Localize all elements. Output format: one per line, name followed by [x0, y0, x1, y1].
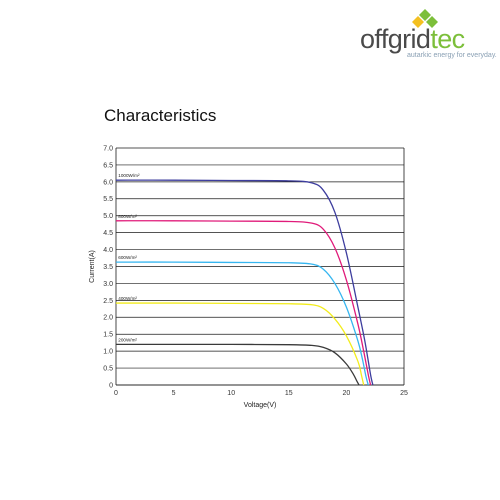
- y-axis-title: Current(A): [89, 250, 96, 283]
- series-line-1: [115, 220, 372, 386]
- y-tick-label: 2.5: [103, 298, 113, 305]
- series-label-2: 600W/m²: [118, 255, 137, 260]
- x-tick-label: 20: [343, 390, 351, 397]
- series-label-3: 400W/m²: [118, 296, 137, 301]
- series-label-1: 800W/m²: [118, 214, 137, 219]
- leaf-cluster-icon: [412, 9, 438, 28]
- brand-name-accent: tec: [430, 24, 465, 54]
- y-tick-label: 0.5: [103, 365, 113, 372]
- y-tick-label: 1.0: [103, 349, 113, 356]
- y-tick-label: 5.0: [103, 213, 113, 220]
- brand-tagline: autarkic energy for everyday.: [407, 52, 497, 59]
- y-tick-label: 4.0: [103, 247, 113, 254]
- y-tick-label: 5.5: [103, 196, 113, 203]
- series-line-0: [115, 179, 374, 386]
- x-tick-labels: 0 5 10 15 20 25: [114, 390, 408, 397]
- series-line-2: [115, 261, 369, 386]
- series-line-4: [116, 343, 360, 386]
- chart-axes: [115, 148, 405, 386]
- x-tick-label: 5: [172, 390, 176, 397]
- y-tick-label: 7.0: [103, 145, 113, 152]
- series-labels: 1000W/m² 800W/m² 600W/m² 400W/m² 200W/m²: [118, 173, 140, 342]
- y-tick-label: 3.5: [103, 264, 113, 271]
- x-tick-label: 10: [227, 390, 235, 397]
- brand-name-main: offgrid: [360, 24, 431, 54]
- series-line-3: [115, 302, 365, 386]
- y-tick-label: 2.0: [103, 315, 113, 322]
- x-tick-label: 0: [114, 390, 118, 397]
- y-tick-label: 1.5: [103, 332, 113, 339]
- y-tick-label: 0: [109, 382, 113, 389]
- y-tick-label: 6.0: [103, 179, 113, 186]
- series-label-4: 200W/m²: [118, 337, 137, 342]
- brand-name: offgridtec: [360, 24, 465, 54]
- brand-logo-block: offgridtec autarkic energy for everyday.: [360, 6, 498, 62]
- series-label-0: 1000W/m²: [118, 173, 140, 178]
- x-tick-label: 15: [285, 390, 293, 397]
- chart-series: [115, 179, 374, 386]
- y-tick-label: 3.0: [103, 281, 113, 288]
- x-tick-label: 25: [400, 390, 408, 397]
- page-title: Characteristics: [104, 106, 217, 125]
- y-tick-label: 4.5: [103, 230, 113, 237]
- y-tick-labels: 0 0.5 1.0 1.5 2.0 2.5 3.0 3.5 4.0 4.5 5.0 5.5 6.0 6.5…: [103, 145, 113, 389]
- x-axis-title: Voltage(V): [244, 402, 277, 409]
- y-tick-label: 6.5: [103, 162, 113, 169]
